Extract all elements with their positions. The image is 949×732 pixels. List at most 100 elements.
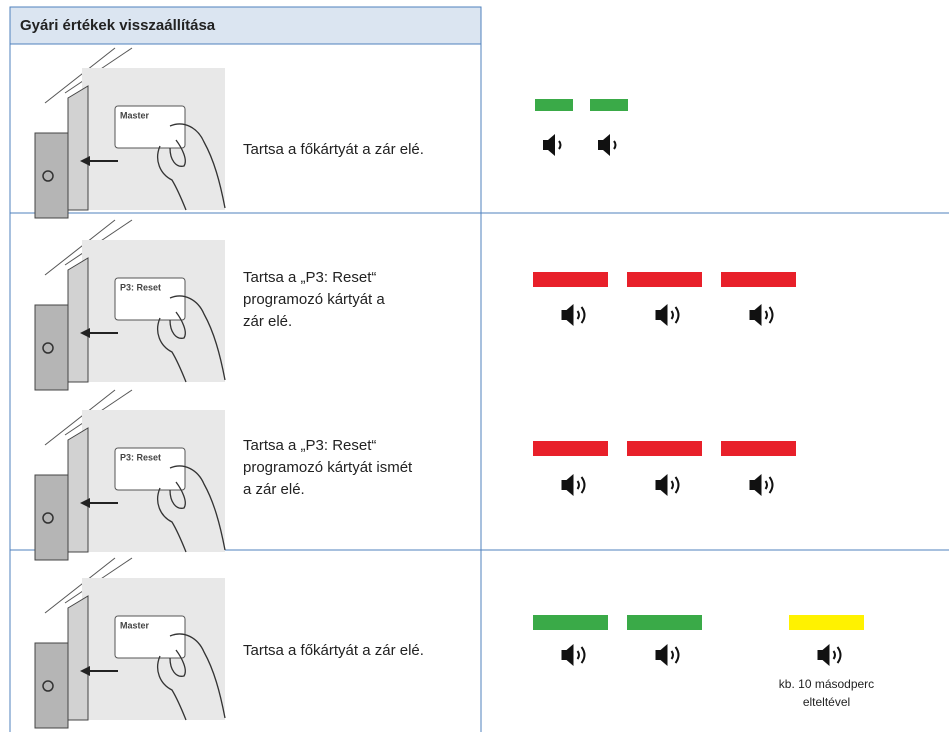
speaker bbox=[817, 650, 823, 660]
illustration: P3: Reset bbox=[34, 389, 226, 561]
card bbox=[114, 105, 186, 149]
card-label: P3: Reset bbox=[120, 282, 161, 292]
arrow-head bbox=[80, 666, 90, 676]
sound-wave bbox=[576, 480, 580, 490]
arrow-head bbox=[80, 328, 90, 338]
signal-note: elteltével bbox=[803, 695, 850, 709]
speaker bbox=[655, 480, 661, 490]
card bbox=[114, 447, 186, 491]
sound-wave bbox=[674, 646, 680, 664]
speaker bbox=[561, 480, 567, 490]
led-signal bbox=[627, 441, 702, 456]
instruction: programozó kártyát ismét bbox=[243, 459, 413, 476]
instruction: a zár elé. bbox=[243, 481, 305, 498]
hand bbox=[157, 633, 226, 721]
speaker bbox=[598, 140, 603, 150]
speaker bbox=[660, 644, 668, 666]
speaker bbox=[561, 310, 567, 320]
header-cell bbox=[9, 6, 482, 45]
signal-note: kb. 10 másodperc bbox=[779, 677, 874, 691]
led-signal bbox=[535, 99, 573, 111]
lock-key bbox=[42, 512, 54, 524]
speaker bbox=[655, 310, 661, 320]
speaker bbox=[655, 650, 661, 660]
instruction: Tartsa a főkártyát a zár elé. bbox=[243, 141, 424, 158]
sound-wave bbox=[576, 650, 580, 660]
card-label: P3: Reset bbox=[120, 452, 161, 462]
sound-wave bbox=[674, 476, 680, 494]
sound-wave bbox=[674, 306, 680, 324]
led-signal bbox=[627, 272, 702, 287]
led-signal bbox=[533, 272, 608, 287]
card-label: Master bbox=[120, 110, 150, 120]
card-label: Master bbox=[120, 620, 150, 630]
speaker bbox=[566, 474, 574, 496]
speaker bbox=[822, 644, 830, 666]
door-frame bbox=[67, 427, 89, 553]
arrow-head bbox=[80, 498, 90, 508]
instruction: programozó kártyát a bbox=[243, 291, 385, 308]
header-title: Gyári értékek visszaállítása bbox=[20, 17, 216, 34]
hand bbox=[157, 123, 226, 211]
speaker bbox=[754, 474, 762, 496]
led-signal bbox=[590, 99, 628, 111]
illustration: P3: Reset bbox=[34, 219, 226, 391]
instruction: zár elé. bbox=[243, 313, 292, 330]
illustration: Master bbox=[34, 47, 226, 219]
led-signal bbox=[721, 272, 796, 287]
led-signal bbox=[533, 615, 608, 630]
speaker bbox=[548, 134, 555, 156]
door-frame bbox=[67, 85, 89, 211]
led-signal bbox=[533, 441, 608, 456]
sound-wave bbox=[670, 650, 674, 660]
speaker bbox=[603, 134, 610, 156]
sound-wave bbox=[836, 646, 842, 664]
door-edge bbox=[44, 557, 116, 614]
lock bbox=[34, 474, 69, 561]
sound-wave bbox=[764, 310, 768, 320]
door-edge bbox=[44, 389, 116, 446]
sound-wave bbox=[613, 140, 617, 150]
lock bbox=[34, 132, 69, 219]
door-edge bbox=[44, 219, 116, 276]
instruction: Tartsa a főkártyát a zár elé. bbox=[243, 642, 424, 659]
hand bbox=[157, 465, 226, 553]
card bbox=[114, 615, 186, 659]
led-signal bbox=[721, 441, 796, 456]
illustration: Master bbox=[34, 557, 226, 729]
lock bbox=[34, 304, 69, 391]
card bbox=[114, 277, 186, 321]
sound-wave bbox=[832, 650, 836, 660]
speaker bbox=[660, 474, 668, 496]
door-frame bbox=[67, 595, 89, 721]
led-signal bbox=[627, 615, 702, 630]
lock bbox=[34, 642, 69, 729]
sound-wave bbox=[576, 310, 580, 320]
speaker bbox=[566, 644, 574, 666]
door-edge bbox=[44, 47, 116, 104]
led-signal bbox=[789, 615, 864, 630]
sound-wave bbox=[670, 480, 674, 490]
speaker bbox=[660, 304, 668, 326]
speaker bbox=[566, 304, 574, 326]
sound-wave bbox=[580, 476, 586, 494]
sound-wave bbox=[768, 306, 774, 324]
speaker bbox=[561, 650, 567, 660]
hand bbox=[157, 295, 226, 383]
instruction: Tartsa a „P3: Reset“ bbox=[243, 437, 376, 454]
speaker bbox=[749, 480, 755, 490]
sound-wave bbox=[670, 310, 674, 320]
lock-key bbox=[42, 342, 54, 354]
door-frame bbox=[67, 257, 89, 383]
speaker bbox=[543, 140, 548, 150]
speaker bbox=[749, 310, 755, 320]
lock-key bbox=[42, 680, 54, 692]
lock-key bbox=[42, 170, 54, 182]
sound-wave bbox=[768, 476, 774, 494]
instruction: Tartsa a „P3: Reset“ bbox=[243, 269, 376, 286]
arrow-head bbox=[80, 156, 90, 166]
sound-wave bbox=[558, 140, 562, 150]
sound-wave bbox=[580, 646, 586, 664]
